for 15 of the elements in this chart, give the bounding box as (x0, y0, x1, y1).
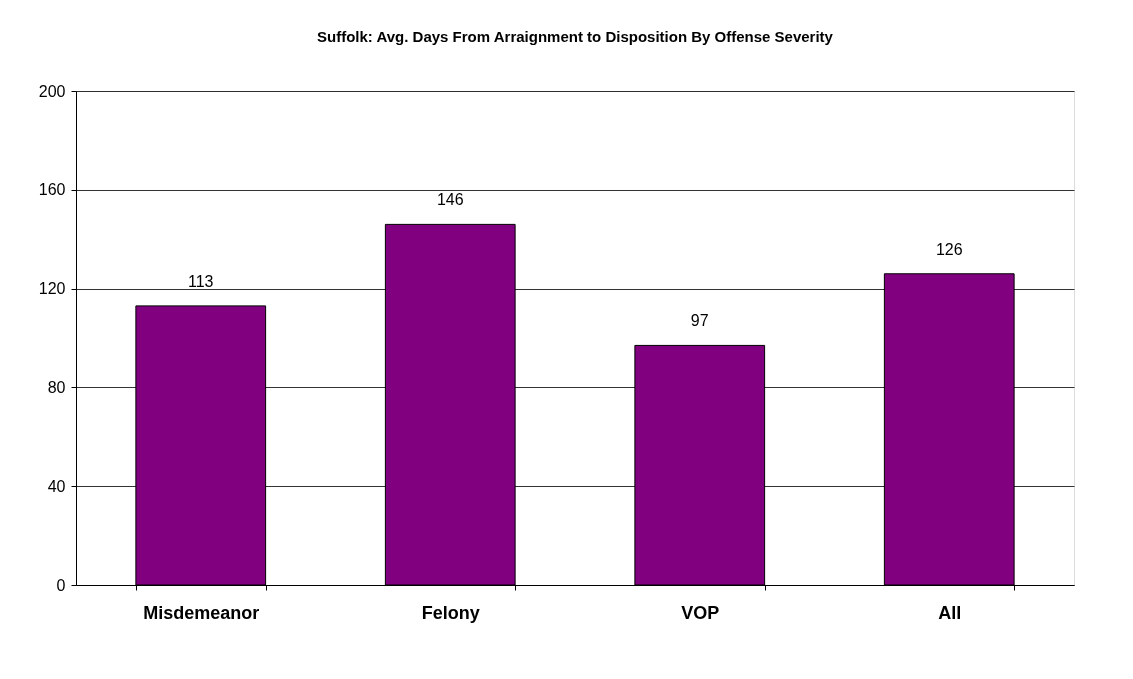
data-label: 113 (187, 272, 214, 290)
x-tick-label: Felony (421, 602, 480, 623)
chart-title: Suffolk: Avg. Days From Arraignment to Disposition By Offense Severity (317, 28, 834, 45)
data-label: 146 (436, 191, 464, 209)
y-tick-label: 80 (47, 378, 66, 396)
x-tick-label: All (938, 602, 962, 623)
y-tick-label: 120 (38, 280, 66, 298)
y-tick-label: 40 (47, 477, 66, 495)
data-label: 126 (935, 240, 963, 258)
y-tick-label: 160 (38, 181, 66, 199)
y-tick-label: 200 (38, 82, 66, 100)
x-tick-label: VOP (681, 602, 720, 623)
x-tick-label: Misdemeanor (143, 602, 260, 623)
data-label: 97 (690, 312, 709, 330)
y-tick-label: 0 (56, 576, 66, 594)
